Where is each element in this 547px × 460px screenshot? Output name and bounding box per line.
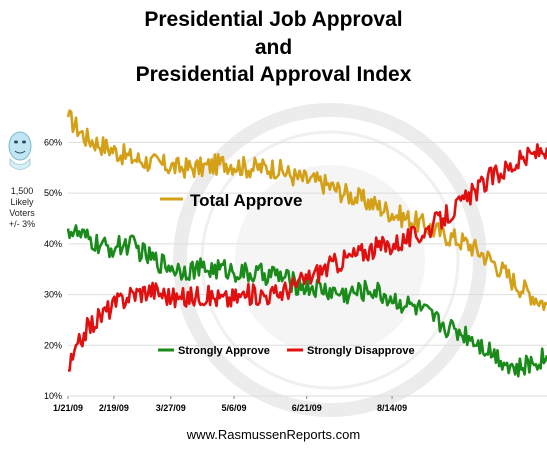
face-eye-right	[22, 140, 26, 144]
legend-label-total-approve: Total Approve	[190, 191, 302, 210]
sample-likely: Likely	[10, 197, 34, 207]
y-axis: 10% 20% 30% 40% 50% 60%	[44, 137, 62, 401]
sample-voters: Voters	[9, 208, 35, 218]
x-tick-label: 8/14/09	[377, 403, 407, 413]
sample-size: 1,500	[10, 186, 34, 196]
x-tick-label: 5/6/09	[221, 403, 246, 413]
legend: Total Approve Strongly Approve Strongly Di…	[158, 191, 415, 357]
footer-url[interactable]: www.RasmussenReports.com	[186, 427, 361, 442]
x-tick-label: 1/21/09	[53, 403, 83, 413]
legend-label-strongly-disapprove: Strongly Disapprove	[307, 345, 415, 357]
series-line-strongly-disapprove	[67, 143, 547, 372]
y-tick-label: 40%	[44, 239, 62, 249]
x-tick-label: 2/19/09	[99, 403, 129, 413]
y-tick-label: 20%	[44, 340, 62, 350]
chart-title-line-2: and	[254, 36, 293, 59]
x-tick-label: 6/21/09	[292, 403, 322, 413]
series-lines	[66, 109, 547, 378]
x-tick-label: 3/27/09	[156, 403, 186, 413]
chart-title-line-1: Presidential Job Approval	[144, 8, 403, 31]
y-tick-label: 50%	[44, 188, 62, 198]
legend-label-strongly-approve: Strongly Approve	[178, 345, 270, 357]
y-tick-label: 10%	[44, 391, 62, 401]
series-line-total-approve	[66, 109, 547, 312]
face-mouth	[14, 150, 26, 154]
face-head	[8, 131, 32, 161]
chart-title-line-3: Presidential Approval Index	[135, 63, 412, 86]
face-collar	[9, 157, 31, 170]
y-tick-label: 60%	[44, 137, 62, 147]
x-axis: 1/21/09 2/19/09 3/27/09 5/6/09 6/21/09 8/14/0…	[53, 396, 407, 413]
presidential-face-icon	[8, 131, 32, 170]
face-eye-left	[14, 140, 18, 144]
seal-outer-ring	[173, 103, 487, 417]
margin-of-error: +/- 3%	[8, 219, 36, 229]
y-tick-label: 30%	[44, 290, 62, 300]
